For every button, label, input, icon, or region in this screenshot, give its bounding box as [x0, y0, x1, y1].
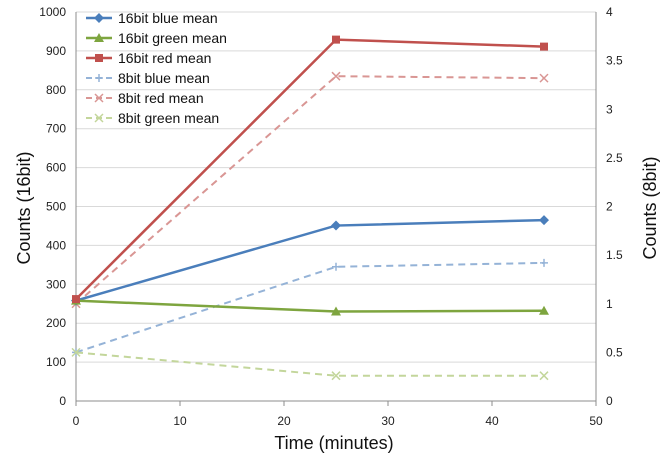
y-tick-label: 900	[46, 44, 66, 58]
series-line-16bit-green-mean	[75, 299, 545, 313]
legend-marker-8bit-blue-mean	[95, 74, 103, 82]
series-line-8bit-red-mean	[75, 75, 545, 305]
x-tick-label: 50	[589, 414, 603, 428]
y-tick-label: 600	[46, 161, 66, 175]
data-point-16bit-green-mean	[331, 306, 341, 316]
y2-tick-label: 0.5	[606, 345, 623, 359]
legend-marker-16bit-green-mean	[94, 33, 104, 42]
x-tick-label: 30	[381, 414, 395, 428]
legend-label-16bit-red-mean: 16bit red mean	[118, 50, 211, 66]
data-point-8bit-red-mean	[331, 71, 341, 81]
data-point-16bit-blue-mean	[331, 220, 341, 231]
y2-tick-label: 1	[606, 297, 613, 311]
legend-item-8bit-blue-mean: 8bit blue mean	[86, 70, 210, 86]
series-16bit-blue-mean	[71, 215, 549, 306]
y-tick-label: 800	[46, 83, 66, 97]
y-tick-label: 1000	[39, 5, 66, 19]
legend-label-16bit-green-mean: 16bit green mean	[118, 30, 227, 46]
y2-tick-label: 0	[606, 394, 613, 408]
y2-tick-label: 3.5	[606, 54, 623, 68]
series-line-8bit-blue-mean	[75, 261, 545, 354]
legend-marker-8bit-red-mean	[94, 93, 104, 103]
legend-label-16bit-blue-mean: 16bit blue mean	[118, 10, 218, 26]
data-point-8bit-green-mean	[331, 371, 341, 381]
series-8bit-green-mean	[71, 347, 549, 381]
y-tick-label: 0	[59, 394, 66, 408]
y-tick-label: 300	[46, 277, 66, 291]
data-point-8bit-green-mean	[71, 347, 81, 357]
data-point-16bit-red-mean	[332, 35, 340, 44]
y2-tick-label: 2	[606, 200, 613, 214]
legend-item-8bit-green-mean: 8bit green mean	[86, 110, 219, 126]
legend-item-8bit-red-mean: 8bit red mean	[86, 90, 204, 106]
data-point-8bit-red-mean	[539, 73, 549, 83]
x-axis-title: Time (minutes)	[274, 433, 393, 453]
legend-label-8bit-blue-mean: 8bit blue mean	[118, 70, 210, 86]
y-tick-label: 200	[46, 316, 66, 330]
series-16bit-red-mean	[72, 35, 548, 304]
axes	[75, 12, 597, 406]
legend-label-8bit-green-mean: 8bit green mean	[118, 110, 219, 126]
y2-tick-label: 1.5	[606, 248, 623, 262]
series-line-16bit-blue-mean	[75, 218, 545, 302]
data-point-16bit-blue-mean	[539, 215, 549, 226]
series-line-8bit-green-mean	[75, 351, 544, 377]
x-tick-label: 40	[485, 414, 499, 428]
series-8bit-red-mean	[71, 71, 549, 309]
legend-marker-16bit-red-mean	[95, 54, 103, 62]
y2-tick-label: 3	[606, 102, 613, 116]
y-tick-label: 400	[46, 238, 66, 252]
series-16bit-green-mean	[71, 295, 549, 316]
tick-labels: 0100200300400500600700800900100000.511.5…	[39, 5, 623, 428]
legend-label-8bit-red-mean: 8bit red mean	[118, 90, 204, 106]
y2-tick-label: 4	[606, 5, 613, 19]
data-point-8bit-blue-mean	[540, 258, 548, 267]
y-tick-label: 700	[46, 122, 66, 136]
series-layer	[71, 35, 549, 381]
data-point-8bit-green-mean	[539, 371, 549, 381]
legend-item-16bit-blue-mean: 16bit blue mean	[86, 10, 218, 26]
legend-item-16bit-red-mean: 16bit red mean	[86, 50, 211, 66]
legend-item-16bit-green-mean: 16bit green mean	[86, 30, 227, 46]
series-8bit-blue-mean	[72, 258, 548, 357]
y-tick-label: 100	[46, 355, 66, 369]
y2-tick-label: 2.5	[606, 151, 623, 165]
data-point-16bit-red-mean	[72, 295, 80, 304]
y-tick-label: 500	[46, 200, 66, 214]
x-tick-label: 10	[173, 414, 187, 428]
legend-marker-16bit-blue-mean	[94, 13, 104, 23]
gridlines	[76, 11, 596, 363]
data-point-8bit-blue-mean	[332, 262, 340, 271]
y-axis-title: Counts (16bit)	[14, 151, 34, 264]
legend: 16bit blue mean 16bit green mean 16bit red…	[86, 10, 227, 126]
y2-axis-title: Counts (8bit)	[640, 156, 660, 259]
data-point-16bit-green-mean	[539, 305, 549, 315]
data-point-16bit-red-mean	[540, 42, 548, 51]
x-tick-label: 0	[73, 414, 80, 428]
legend-marker-8bit-green-mean	[94, 113, 104, 123]
x-tick-label: 20	[277, 414, 291, 428]
